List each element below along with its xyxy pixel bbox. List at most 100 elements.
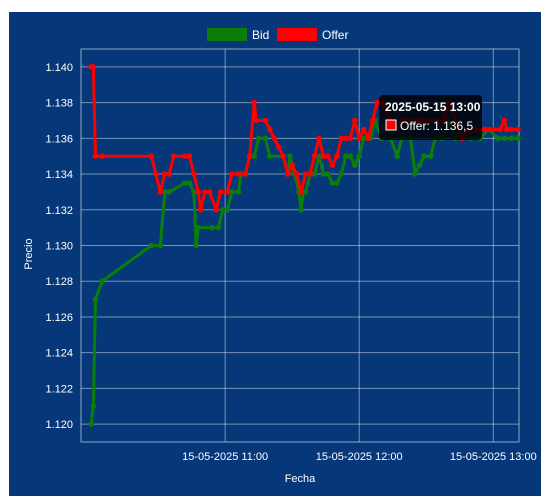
data-point-bid[interactable] <box>267 153 273 159</box>
data-point-bid[interactable] <box>416 162 423 168</box>
data-point-offer[interactable] <box>343 135 349 142</box>
data-point-bid[interactable] <box>334 180 340 186</box>
data-point-offer[interactable] <box>508 126 514 133</box>
data-point-bid[interactable] <box>394 153 401 159</box>
data-point-bid[interactable] <box>229 189 235 195</box>
data-point-bid[interactable] <box>320 171 327 177</box>
data-point-bid[interactable] <box>92 296 99 302</box>
data-point-offer[interactable] <box>148 153 155 159</box>
data-point-offer[interactable] <box>162 171 168 177</box>
data-point-bid[interactable] <box>215 224 222 231</box>
data-point-offer[interactable] <box>92 153 99 159</box>
data-point-bid[interactable] <box>235 189 242 195</box>
data-point-offer[interactable] <box>284 171 291 177</box>
data-point-bid[interactable] <box>360 135 367 142</box>
data-point-offer[interactable] <box>503 126 510 133</box>
data-point-bid[interactable] <box>251 153 257 159</box>
data-point-bid[interactable] <box>325 171 331 177</box>
data-point-bid[interactable] <box>224 207 231 213</box>
legend-item-offer[interactable]: Offer <box>277 28 348 42</box>
data-point-offer[interactable] <box>307 171 313 177</box>
data-point-bid[interactable] <box>412 171 418 177</box>
data-point-bid[interactable] <box>421 153 427 159</box>
data-point-bid[interactable] <box>311 171 318 177</box>
data-point-bid[interactable] <box>352 162 358 168</box>
data-point-bid[interactable] <box>356 153 363 159</box>
data-point-offer[interactable] <box>280 153 287 159</box>
data-point-bid[interactable] <box>508 135 514 142</box>
data-point-bid[interactable] <box>298 207 304 213</box>
data-point-offer[interactable] <box>298 189 304 195</box>
data-point-offer[interactable] <box>267 126 273 133</box>
data-point-bid[interactable] <box>195 224 202 231</box>
data-point-bid[interactable] <box>166 189 173 195</box>
data-point-offer[interactable] <box>182 153 188 159</box>
data-point-bid[interactable] <box>90 403 97 410</box>
price-chart[interactable]: 1.120 1.122 1.124 1.126 1.128 1.130 1.132 1.134… <box>9 12 541 496</box>
data-point-bid[interactable] <box>182 180 188 186</box>
data-point-bid[interactable] <box>162 189 168 195</box>
data-point-offer[interactable] <box>229 171 235 177</box>
data-point-offer[interactable] <box>289 162 296 168</box>
data-point-bid[interactable] <box>186 180 193 186</box>
data-point-offer[interactable] <box>369 117 376 124</box>
data-point-offer[interactable] <box>99 153 105 159</box>
data-point-offer[interactable] <box>338 135 345 142</box>
data-point-offer[interactable] <box>213 207 219 213</box>
legend-item-bid[interactable]: Bid <box>207 28 269 42</box>
data-point-offer[interactable] <box>481 126 488 133</box>
data-point-offer[interactable] <box>276 144 282 151</box>
data-point-offer[interactable] <box>251 99 257 106</box>
data-point-offer[interactable] <box>490 126 497 133</box>
data-point-offer[interactable] <box>246 153 253 159</box>
data-point-offer[interactable] <box>347 135 354 142</box>
data-point-offer[interactable] <box>271 135 278 142</box>
data-point-offer[interactable] <box>153 171 159 177</box>
legend[interactable]: Bid Offer <box>207 28 348 42</box>
data-point-offer[interactable] <box>242 171 249 177</box>
data-point-bid[interactable] <box>208 224 215 231</box>
data-point-bid[interactable] <box>495 135 501 142</box>
data-point-bid[interactable] <box>287 153 293 159</box>
data-point-offer[interactable] <box>352 117 358 124</box>
data-point-offer[interactable] <box>157 189 164 195</box>
data-point-bid[interactable] <box>343 153 349 159</box>
data-point-bid[interactable] <box>220 207 226 213</box>
data-point-bid[interactable] <box>515 135 521 142</box>
data-point-offer[interactable] <box>501 117 508 124</box>
data-point-bid[interactable] <box>88 421 94 427</box>
data-point-bid[interactable] <box>262 135 269 142</box>
data-point-offer[interactable] <box>253 117 260 124</box>
data-point-offer[interactable] <box>90 64 97 70</box>
data-point-offer[interactable] <box>195 189 202 195</box>
data-point-offer[interactable] <box>217 189 224 195</box>
data-point-offer[interactable] <box>374 99 380 106</box>
data-point-offer[interactable] <box>329 162 336 168</box>
data-point-offer[interactable] <box>320 153 327 159</box>
data-point-bid[interactable] <box>148 242 155 249</box>
data-point-offer[interactable] <box>497 126 503 133</box>
data-point-offer[interactable] <box>166 171 173 177</box>
data-point-offer[interactable] <box>334 153 340 159</box>
data-point-offer[interactable] <box>515 126 521 133</box>
data-point-bid[interactable] <box>302 189 309 195</box>
data-point-offer[interactable] <box>316 135 322 142</box>
data-point-offer[interactable] <box>356 135 363 142</box>
data-point-bid[interactable] <box>99 278 105 285</box>
data-point-offer[interactable] <box>360 126 367 133</box>
data-point-bid[interactable] <box>191 189 197 195</box>
data-point-offer[interactable] <box>235 171 242 177</box>
data-point-bid[interactable] <box>338 171 345 177</box>
data-point-offer[interactable] <box>293 171 300 177</box>
data-point-offer[interactable] <box>197 207 204 213</box>
data-point-offer[interactable] <box>325 153 331 159</box>
data-point-bid[interactable] <box>347 153 354 159</box>
data-point-offer[interactable] <box>170 153 177 159</box>
data-point-offer[interactable] <box>202 189 208 195</box>
data-point-offer[interactable] <box>311 153 318 159</box>
data-point-bid[interactable] <box>501 135 508 142</box>
data-point-offer[interactable] <box>302 171 309 177</box>
data-point-offer[interactable] <box>206 189 213 195</box>
data-point-bid[interactable] <box>255 135 262 142</box>
data-point-bid[interactable] <box>193 242 199 249</box>
